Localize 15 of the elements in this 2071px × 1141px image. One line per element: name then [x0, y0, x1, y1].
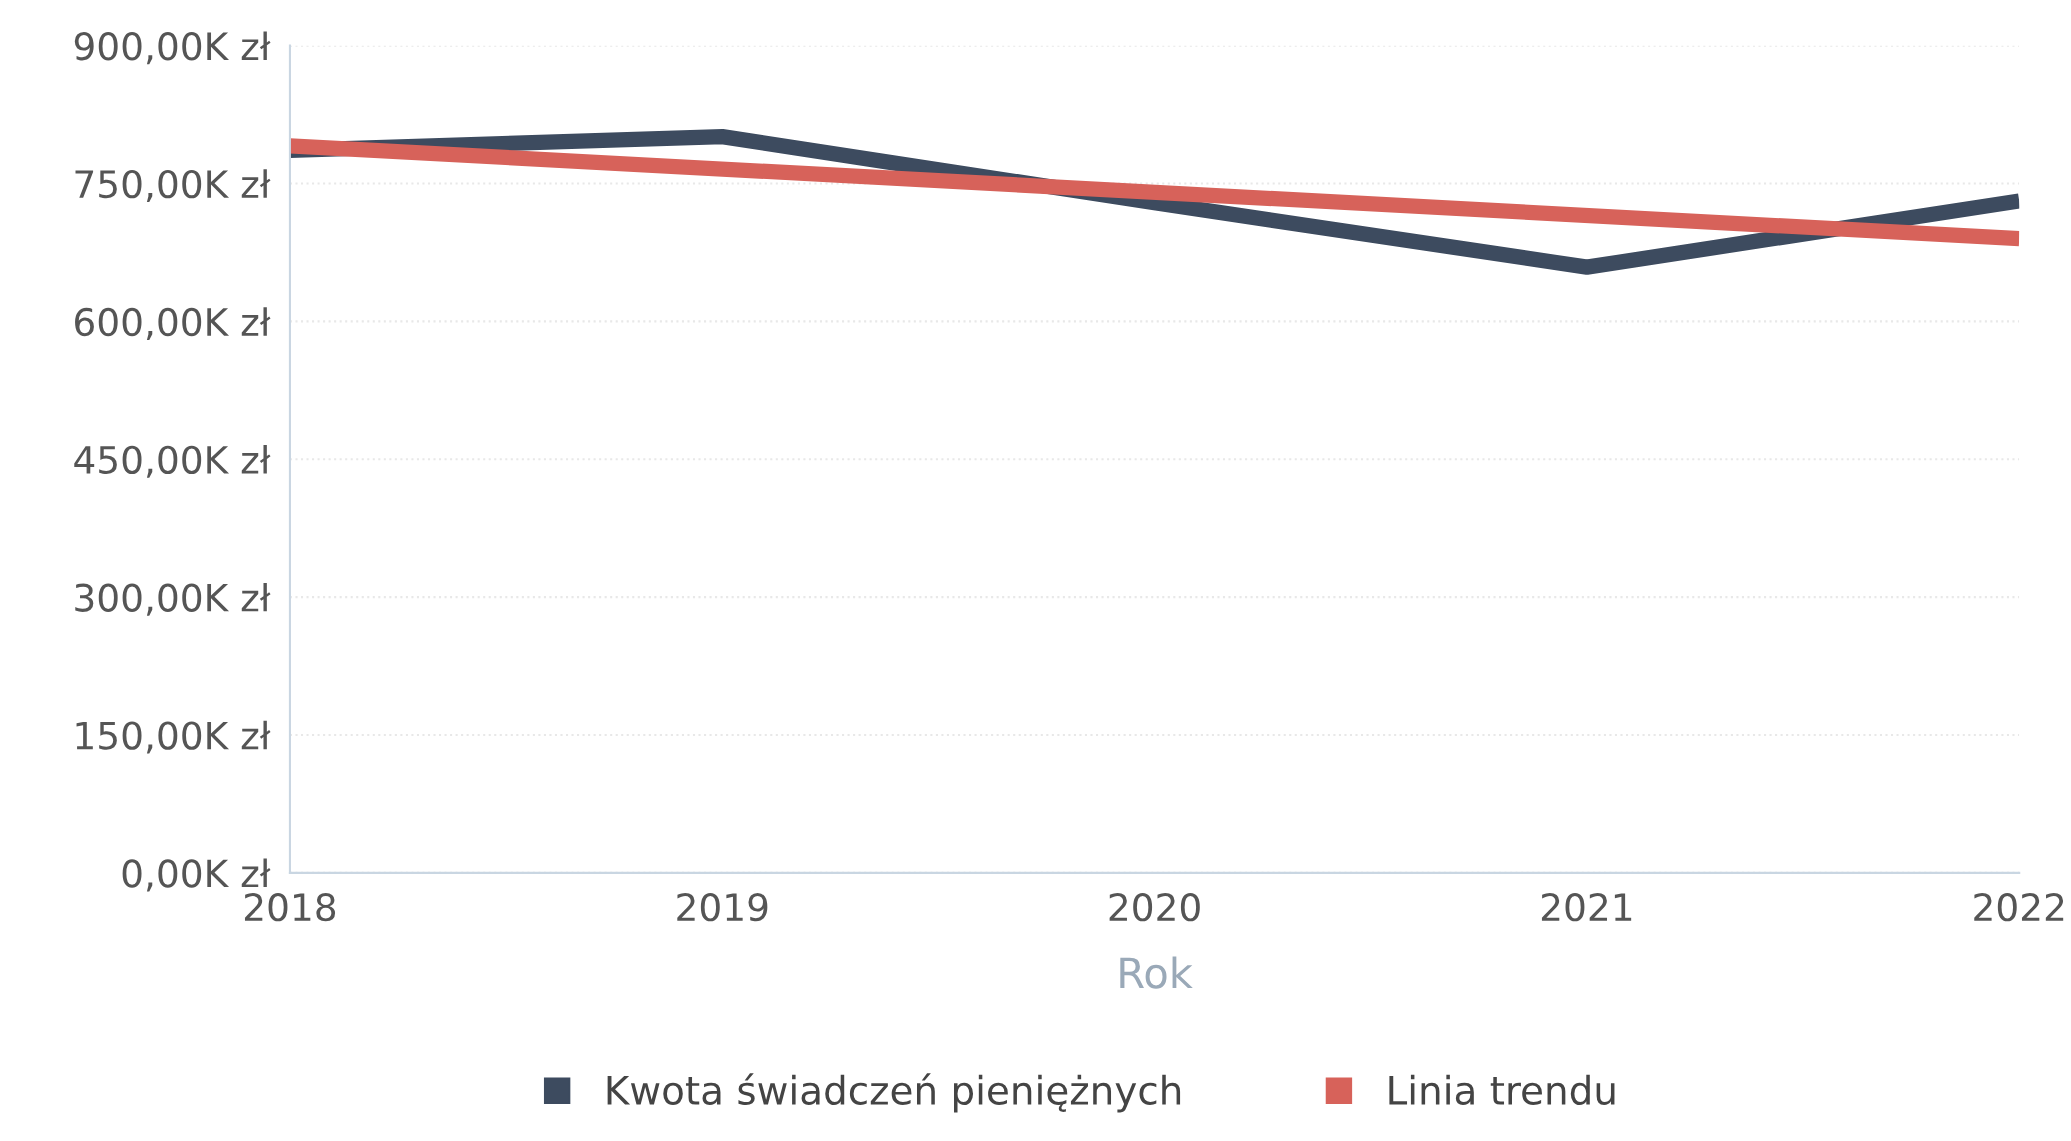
y-tick-label: 450,00K zł: [74, 445, 271, 478]
x-tick-label: 2018: [244, 892, 336, 922]
legend-label: Linia trendu: [1389, 1074, 1615, 1105]
y-tick-label: 600,00K zł: [75, 307, 271, 340]
legend-label: Kwota świadczeń pieniężnych: [607, 1073, 1181, 1113]
y-tick-label: 0,00K zł: [122, 858, 271, 892]
y-tick-label: 750,00K zł: [75, 169, 271, 203]
y-tick-label: 150,00K zł: [76, 720, 271, 754]
y-tick-label: 300,00K zł: [75, 582, 271, 616]
y-tick-label: 900,00K zł: [74, 31, 271, 65]
x-tick-label: 2022: [1974, 892, 2064, 922]
x-tick-label: 2021: [1541, 892, 1632, 922]
x-axis-title: Rok: [1120, 956, 1193, 989]
x-tick-label: 2020: [1109, 892, 1200, 922]
x-tick-label: 2019: [677, 892, 768, 922]
